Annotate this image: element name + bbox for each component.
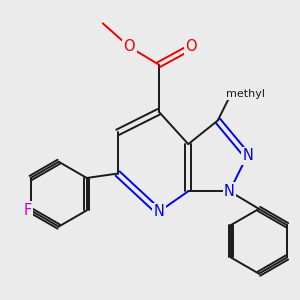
Text: methyl: methyl [226,89,266,99]
Text: N: N [243,148,254,164]
Text: F: F [24,203,32,218]
Text: O: O [124,39,135,54]
Text: N: N [153,204,164,219]
Text: O: O [185,39,197,54]
Text: N: N [224,184,235,199]
